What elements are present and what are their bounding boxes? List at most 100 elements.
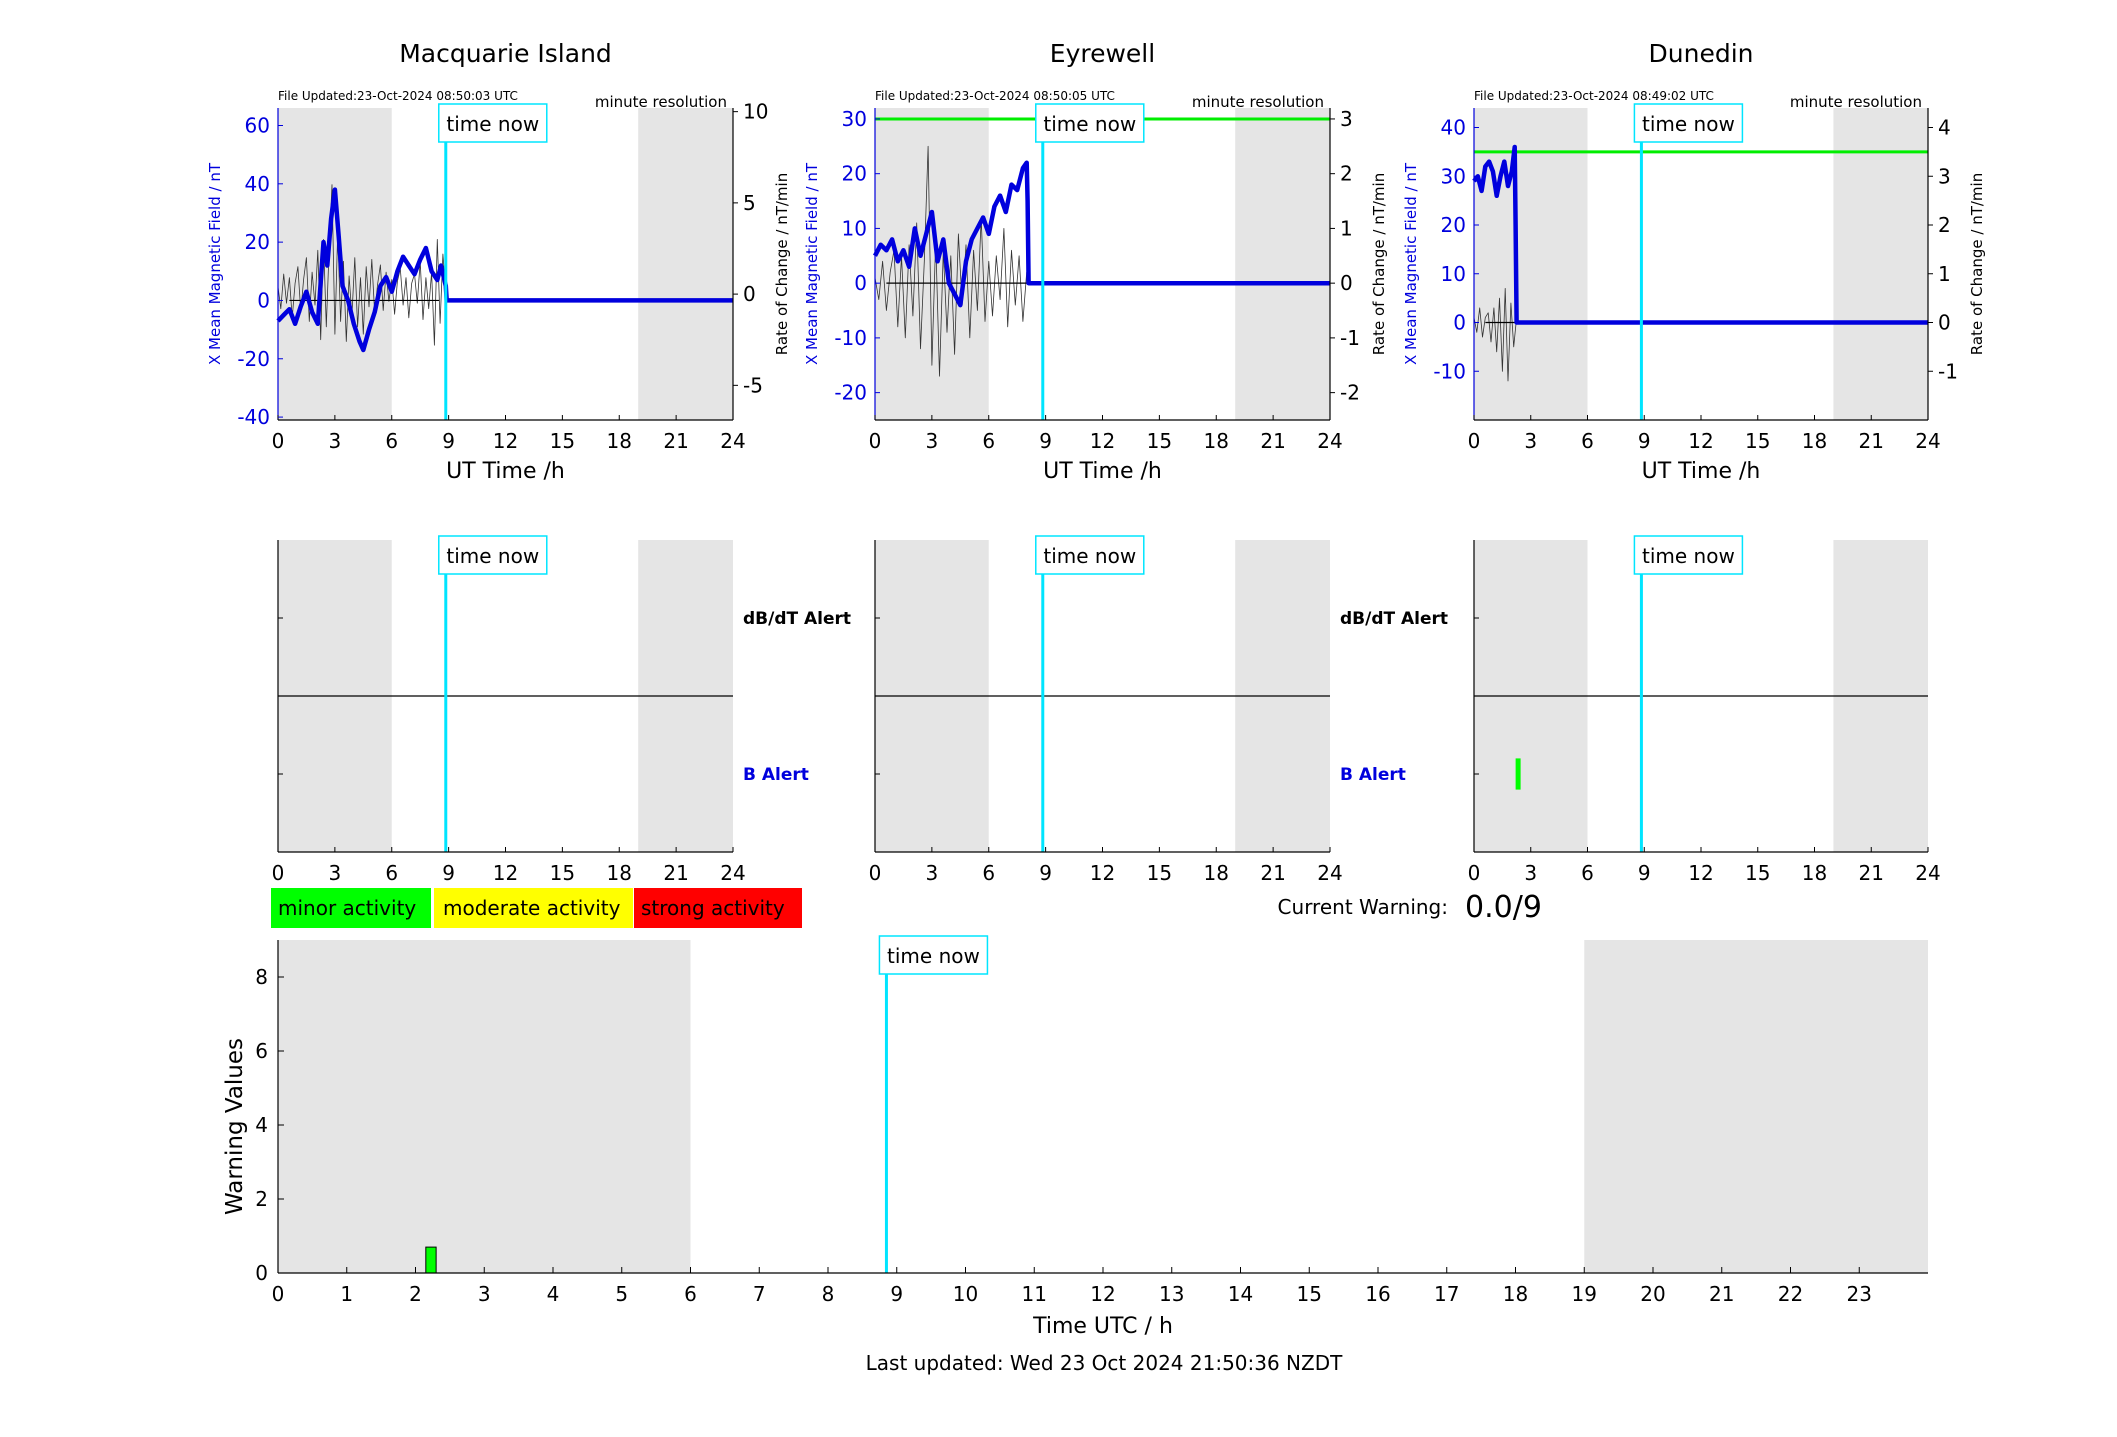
y-tick-label: 0 — [257, 288, 270, 312]
x-tick-label: 13 — [1159, 1282, 1184, 1306]
x-tick-label: 11 — [1022, 1282, 1047, 1306]
y-tick-label: 0 — [1453, 311, 1466, 335]
x-tick-label: 17 — [1434, 1282, 1459, 1306]
rate-of-change-series — [277, 184, 447, 346]
time-now-label: time now — [446, 544, 539, 568]
x-tick-label: 12 — [1688, 429, 1713, 453]
x-tick-label: 6 — [385, 429, 398, 453]
y2-tick-label: 3 — [1938, 164, 1951, 188]
last-updated: Last updated: Wed 23 Oct 2024 21:50:36 N… — [866, 1351, 1343, 1375]
night-shade — [1584, 940, 1928, 1273]
x-tick-label: 0 — [272, 1282, 285, 1306]
x-axis-label: UT Time /h — [1043, 459, 1162, 484]
x-tick-label: 3 — [1524, 429, 1537, 453]
y-tick-label: 2 — [255, 1187, 268, 1211]
magnetic-field-series — [873, 160, 1330, 308]
x-tick-label: 18 — [1802, 429, 1827, 453]
x-axis-label: Time UTC / h — [1032, 1314, 1173, 1339]
x-tick-label: 24 — [720, 429, 745, 453]
x-tick-label: 24 — [1915, 861, 1940, 885]
panel-field-dunedin: Dunedin File Updated:23-Oct-2024 08:49:02… — [1402, 39, 1986, 484]
current-warning-label: Current Warning: — [1278, 895, 1448, 919]
x-tick-label: 15 — [550, 861, 575, 885]
panel-alert-macquarie-island: time now 0 3 6 9 12 15 18 21 24 dB/dT Alert B Alert — [272, 535, 851, 885]
time-now-label: time now — [887, 944, 980, 968]
time-now-box — [438, 103, 548, 143]
x-tick-label: 15 — [1147, 429, 1172, 453]
y2-tick-label: -1 — [1340, 326, 1360, 350]
x-tick-label: 9 — [442, 429, 455, 453]
y2-tick-label: -2 — [1340, 381, 1360, 405]
x-tick-label: 5 — [615, 1282, 628, 1306]
resolution-label: minute resolution — [1192, 93, 1324, 111]
y-tick-label: 40 — [245, 172, 270, 196]
y-tick-label: 30 — [842, 107, 867, 131]
chart-title: Dunedin — [1649, 39, 1754, 68]
x-tick-label: 3 — [329, 429, 342, 453]
x-tick-label: 18 — [1204, 429, 1229, 453]
x-tick-label: 24 — [720, 861, 745, 885]
time-now-label: time now — [1642, 544, 1735, 568]
x-tick-label: 4 — [547, 1282, 560, 1306]
y-tick-label: 8 — [255, 965, 268, 989]
y-tick-label: 0 — [854, 271, 867, 295]
legend-minor-label: minor activity — [278, 896, 416, 920]
x-tick-label: 9 — [442, 861, 455, 885]
panel-field-eyrewell: Eyrewell File Updated:23-Oct-2024 08:50:0… — [803, 39, 1388, 484]
x-tick-label: 12 — [493, 429, 518, 453]
file-updated: File Updated:23-Oct-2024 08:50:05 UTC — [875, 89, 1115, 103]
y2-axis-label: Rate of Change / nT/min — [773, 173, 791, 355]
time-now-box — [1035, 103, 1145, 143]
x-tick-label: 8 — [822, 1282, 835, 1306]
x-tick-label: 6 — [1581, 861, 1594, 885]
y2-tick-label: 0 — [1938, 311, 1951, 335]
x-tick-label: 18 — [1503, 1282, 1528, 1306]
y-tick-label: 20 — [1441, 213, 1466, 237]
rate-of-change-series — [874, 145, 1028, 377]
x-tick-label: 0 — [869, 429, 882, 453]
x-tick-label: 3 — [926, 429, 939, 453]
x-tick-label: 15 — [1297, 1282, 1322, 1306]
x-tick-label: 0 — [272, 429, 285, 453]
chart-title: Eyrewell — [1050, 39, 1155, 68]
magnetic-field-series — [276, 187, 733, 353]
y-tick-label: 40 — [1441, 116, 1466, 140]
x-tick-label: 6 — [982, 429, 995, 453]
dbdt-alert-label: dB/dT Alert — [1340, 609, 1448, 629]
x-axis-label: UT Time /h — [446, 459, 565, 484]
x-tick-label: 24 — [1317, 861, 1342, 885]
x-tick-label: 9 — [1039, 429, 1052, 453]
x-tick-label: 24 — [1915, 429, 1940, 453]
y-tick-label: 60 — [245, 113, 270, 137]
time-now-box — [878, 935, 989, 975]
x-tick-label: 21 — [663, 429, 688, 453]
legend-strong-swatch — [634, 888, 802, 928]
night-shade — [1833, 108, 1928, 420]
time-now-box — [1035, 535, 1145, 575]
y-tick-label: -10 — [1433, 359, 1466, 383]
y2-axis-label: Rate of Change / nT/min — [1370, 173, 1388, 355]
panel-alert-dunedin: time now 0 3 6 9 12 15 18 21 24 — [1468, 535, 1941, 885]
time-now-label: time now — [446, 112, 539, 136]
y-tick-label: -20 — [237, 347, 270, 371]
y-tick-label: 6 — [255, 1039, 268, 1063]
x-tick-label: 24 — [1317, 429, 1342, 453]
x-tick-label: 12 — [1090, 861, 1115, 885]
b-alert-label: B Alert — [1340, 765, 1406, 785]
night-shade — [638, 108, 733, 420]
magnetic-field-series — [1472, 144, 1928, 325]
x-tick-label: 18 — [607, 429, 632, 453]
y2-tick-label: 1 — [1340, 216, 1353, 240]
x-tick-label: 3 — [926, 861, 939, 885]
x-tick-label: 12 — [493, 861, 518, 885]
y2-tick-label: -1 — [1938, 359, 1958, 383]
resolution-label: minute resolution — [595, 93, 727, 111]
x-tick-label: 6 — [1581, 429, 1594, 453]
file-updated: File Updated:23-Oct-2024 08:49:02 UTC — [1474, 89, 1714, 103]
time-now-label: time now — [1642, 112, 1735, 136]
x-tick-label: 23 — [1847, 1282, 1872, 1306]
rate-of-change-series — [1473, 287, 1517, 382]
y-axis-label: Warning Values — [222, 1038, 248, 1215]
x-tick-label: 3 — [329, 861, 342, 885]
